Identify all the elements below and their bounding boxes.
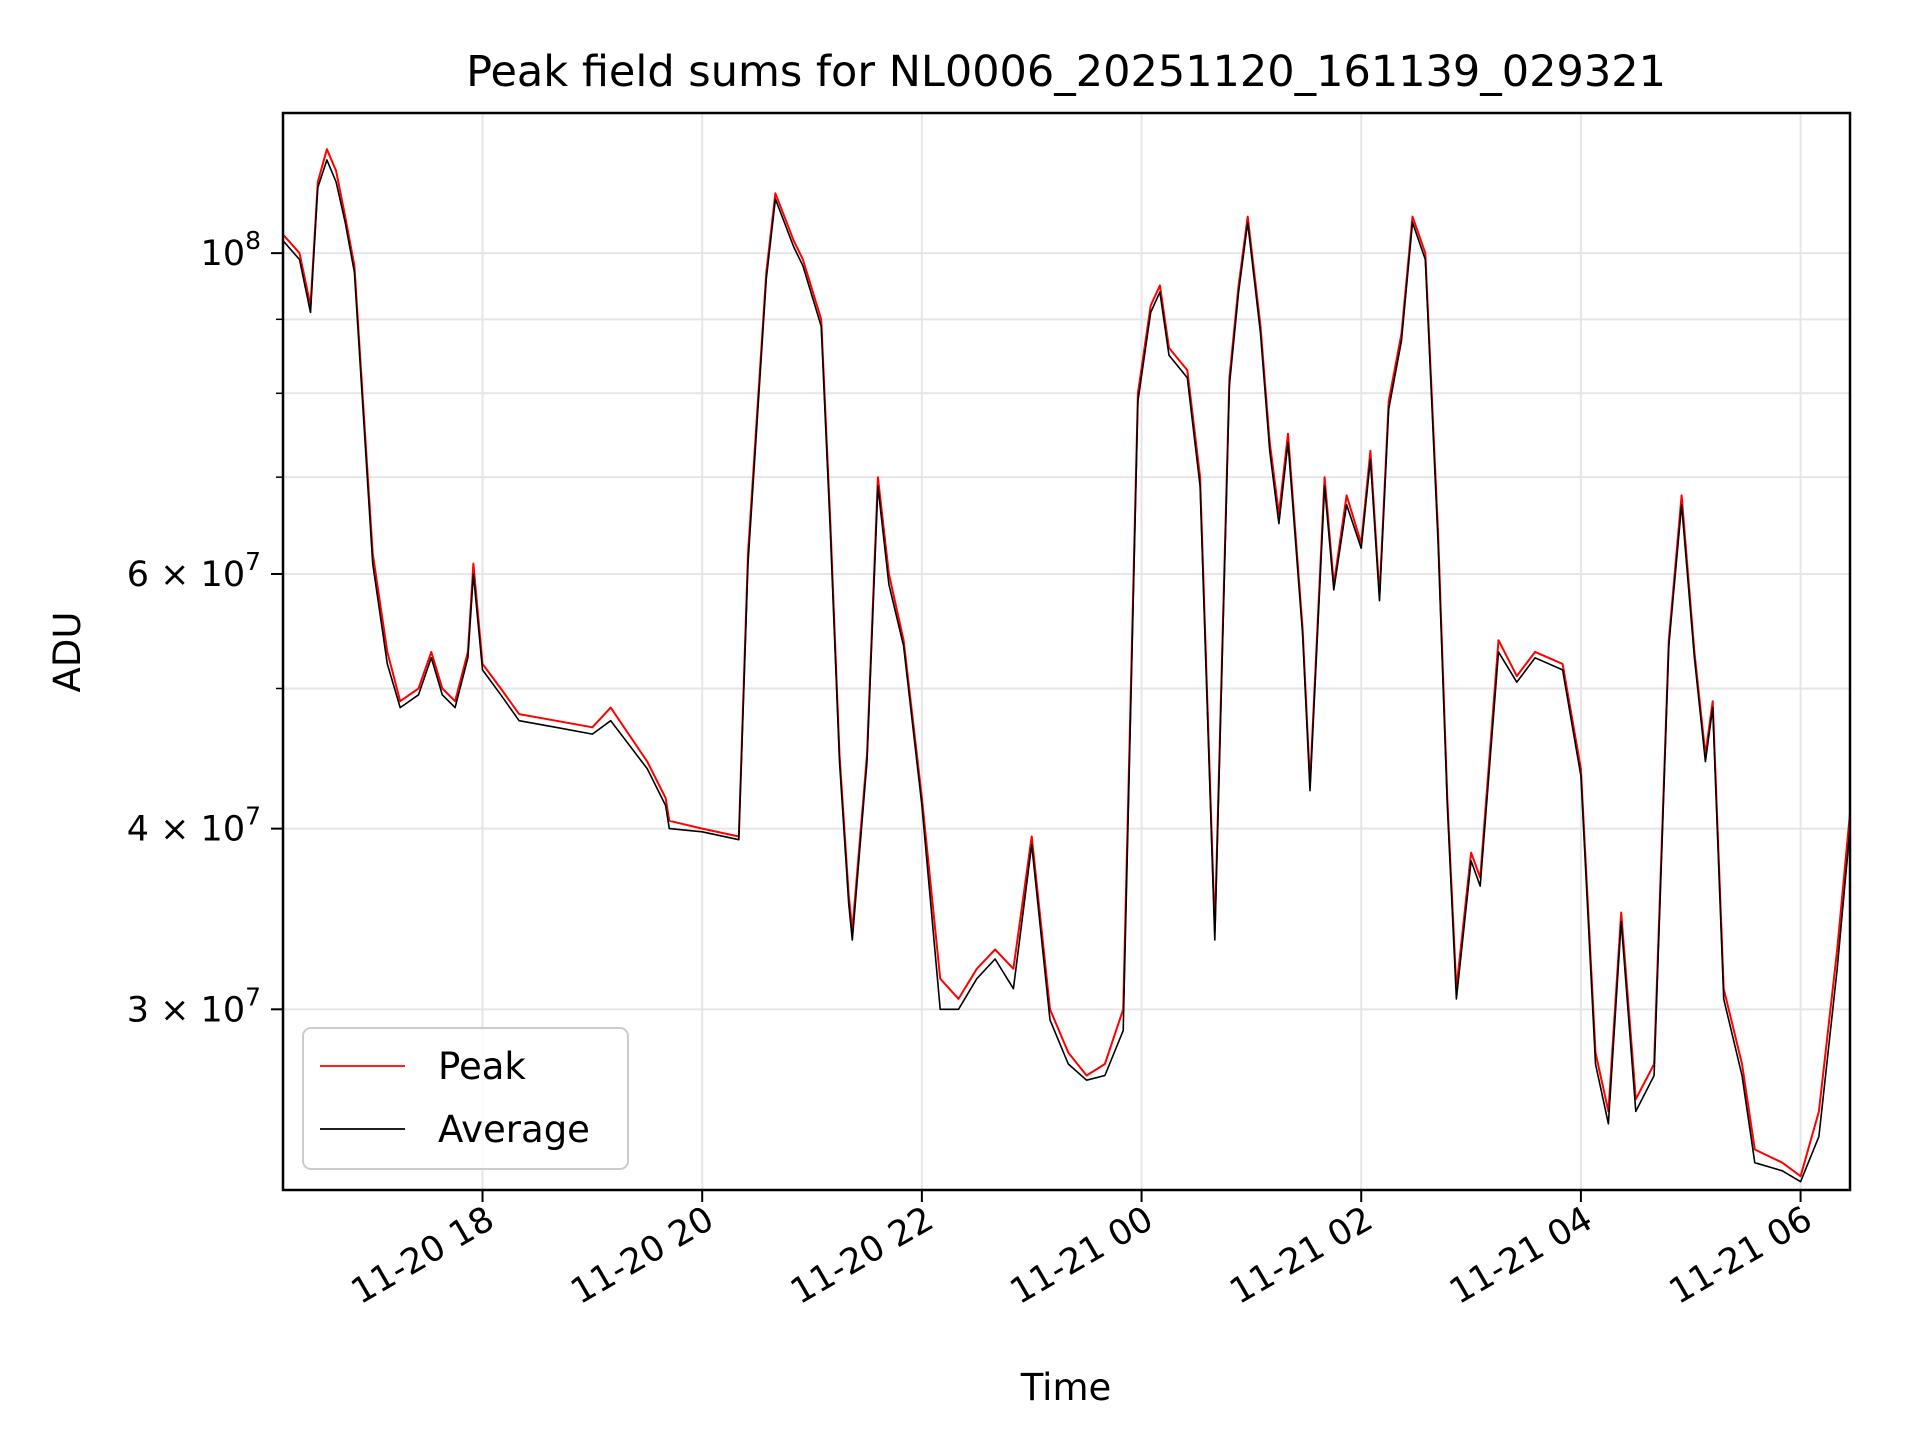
legend: Peak Average [302,1027,629,1170]
grid-lines [283,113,1850,1190]
legend-label-peak: Peak [438,1045,526,1088]
legend-label-average: Average [438,1108,590,1151]
series-line-average [283,159,1850,1183]
legend-frame [302,1027,629,1170]
y-tick-label: 6 × 107 [127,547,261,595]
chart-title: Peak field sums for NL0006_20251120_1611… [466,47,1666,97]
y-tick-label: 108 [201,226,261,274]
y-tick-label: 4 × 107 [127,802,261,850]
x-axis-label: Time [1020,1366,1112,1409]
y-axis-label: ADU [46,612,89,693]
y-tick-label: 3 × 107 [127,982,261,1030]
plot-frame [281,111,1852,1192]
series-layer [283,148,1850,1183]
